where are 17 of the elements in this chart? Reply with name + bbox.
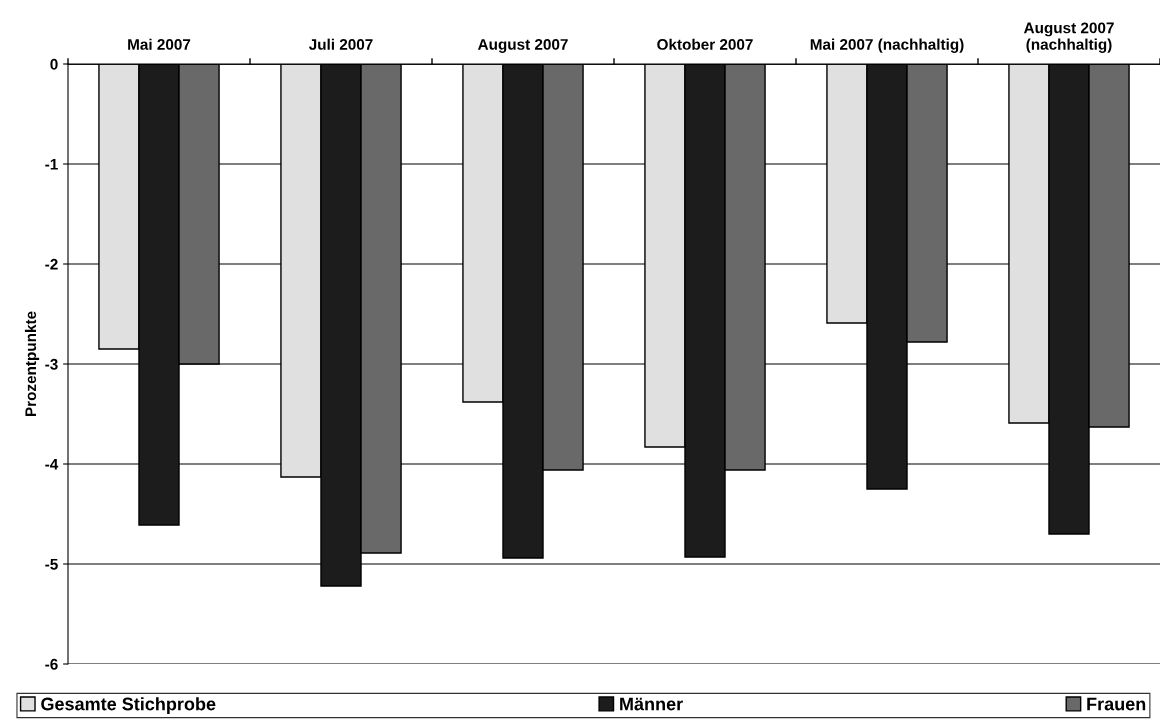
y-tick-label: -5: [45, 559, 58, 570]
legend-label: Gesamte Stichprobe: [41, 697, 216, 714]
y-tick-label: -6: [45, 658, 58, 670]
x-tick-label: Juli 2007: [308, 38, 373, 50]
y-tick-label: -1: [45, 159, 58, 170]
x-tick-label: Oktober 2007: [657, 38, 753, 50]
x-tick-label: August 2007 (nachhaltig): [1023, 22, 1114, 53]
legend-label: Männer: [620, 697, 683, 711]
y-tick-label: -4: [45, 459, 59, 470]
x-tick-label: August 2007: [477, 38, 568, 53]
y-tick-label: -3: [45, 358, 58, 370]
x-tick-label: Mai 2007: [128, 38, 191, 50]
y-tick-label: -2: [45, 258, 58, 270]
legend-label: Frauen: [1087, 697, 1146, 711]
y-tick-label: 0: [50, 58, 58, 70]
x-tick-label: Mai 2007 (nachhaltig): [810, 38, 964, 53]
y-axis-title: Prozentpunkte: [24, 311, 40, 417]
